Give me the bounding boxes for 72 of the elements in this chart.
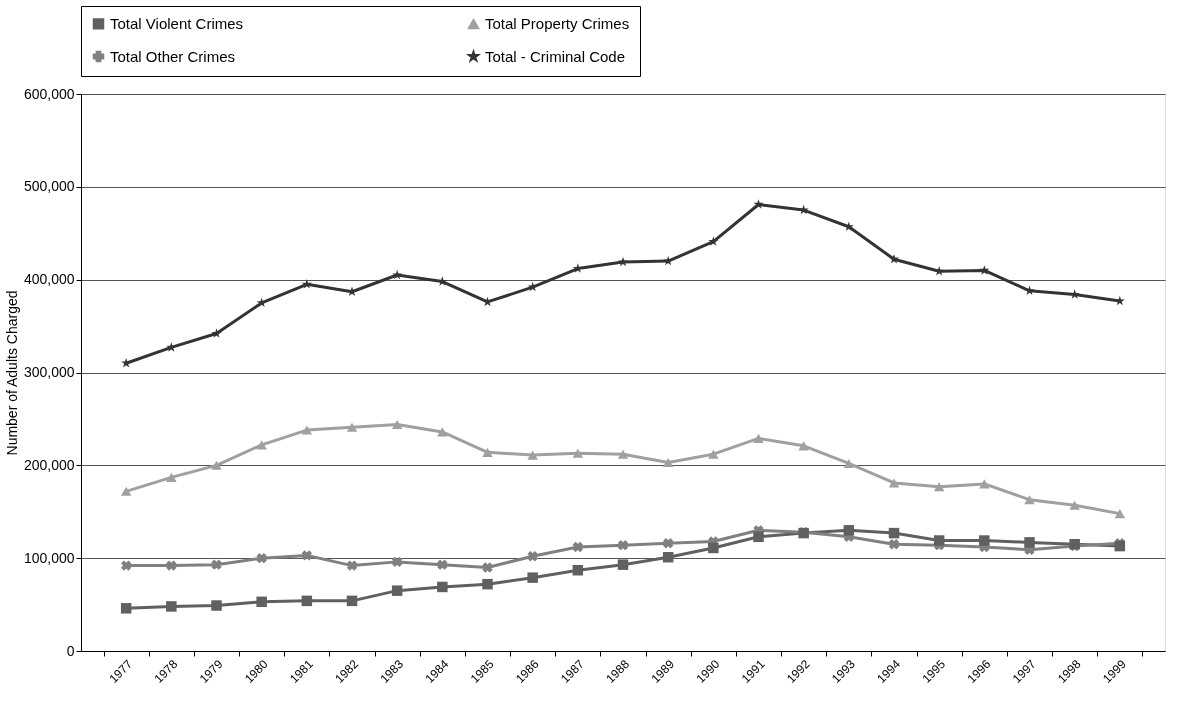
point [708,449,719,459]
point [391,585,403,596]
y-tick-label: 0 [66,642,75,659]
point [617,449,629,459]
point [753,433,764,443]
point [527,450,538,460]
point [1024,495,1035,505]
point [753,199,764,209]
point [301,595,313,607]
point [301,425,313,435]
y-axis-title: Number of Adults Charged [3,290,20,456]
point [527,572,538,583]
point [1114,509,1126,519]
point [617,559,629,570]
point [618,256,628,267]
point [166,601,177,612]
point [120,486,132,496]
point [391,419,403,430]
y-tick-label: 500,000 [23,178,75,195]
point [211,328,222,338]
point [301,279,312,289]
point [482,447,493,457]
point [933,535,945,546]
y-tick-label: 100,000 [23,549,75,566]
point [843,525,855,536]
point [211,559,222,570]
y-tick-label: 400,000 [23,271,75,288]
point [933,482,945,492]
point [346,560,358,571]
point [211,600,222,611]
point [572,448,584,458]
point [617,539,629,551]
point [753,531,764,543]
point [391,556,403,568]
point [572,564,584,576]
point [1024,537,1035,548]
point [120,603,132,614]
point [392,269,403,280]
point [256,552,267,564]
point [572,541,584,553]
point [166,472,177,482]
y-tick-label: 200,000 [23,456,75,473]
y-tick-label: 600,000 [23,85,75,102]
point [798,441,809,451]
point [662,551,674,563]
point [482,578,493,590]
point [888,539,900,550]
point [256,596,267,608]
point [662,458,674,468]
point [437,559,448,570]
point [708,542,719,554]
point [346,422,358,432]
legend-label: Total Property Crimes [485,15,630,33]
legend-label: Total Other Crimes [110,47,236,65]
point [708,236,719,246]
point [346,595,358,607]
point [120,560,132,571]
legend-label: Total Violent Crimes [110,14,244,32]
point [527,551,538,562]
point [1069,500,1080,510]
point [482,562,493,573]
point [166,560,177,571]
point [211,460,222,470]
point [888,478,900,488]
point [301,550,313,561]
legend-label: Total - Criminal Code [485,47,626,65]
point [843,458,855,469]
y-tick-label: 300,000 [23,364,75,380]
point [662,538,674,549]
point [437,581,448,593]
point [888,527,900,539]
point [979,535,990,546]
